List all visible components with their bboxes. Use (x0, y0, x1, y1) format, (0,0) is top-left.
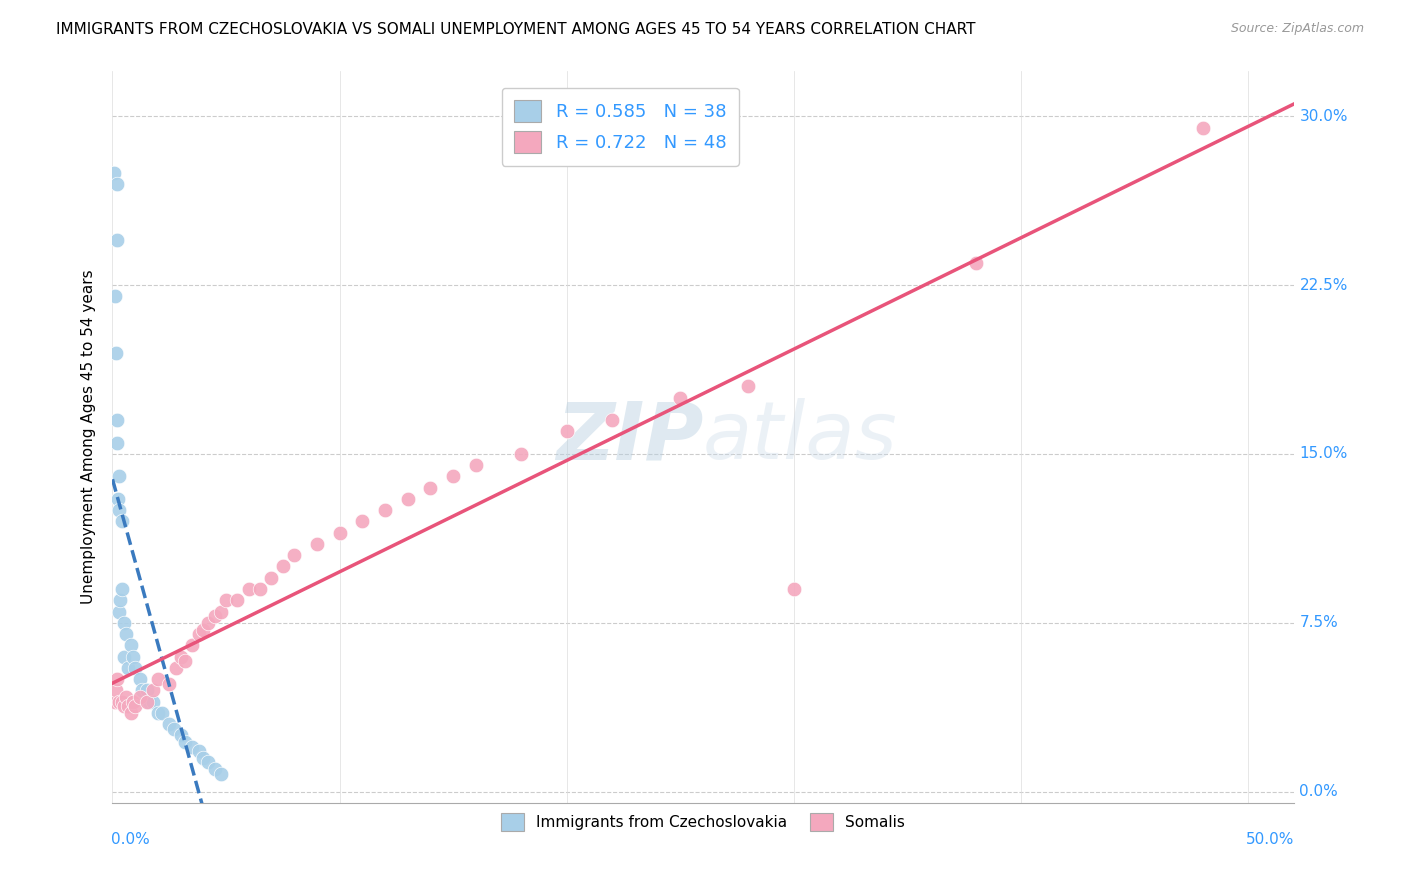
Text: 15.0%: 15.0% (1299, 447, 1348, 461)
Point (283, 548, 305, 562)
Point (441, 469, 464, 483)
Point (105, 672, 128, 686)
Point (197, 615, 219, 630)
Point (105, 233, 128, 247)
Point (174, 654, 197, 668)
Point (163, 722, 186, 736)
Text: 22.5%: 22.5% (1299, 277, 1348, 293)
Point (396, 491, 419, 506)
Point (117, 699, 139, 714)
Point (169, 649, 191, 664)
Point (181, 638, 204, 652)
Point (131, 683, 153, 698)
Point (419, 481, 441, 495)
Text: atlas: atlas (703, 398, 898, 476)
Point (112, 649, 135, 664)
Point (120, 706, 142, 720)
Point (193, 623, 215, 637)
Point (374, 503, 396, 517)
Point (193, 751, 215, 765)
Text: IMMIGRANTS FROM CZECHOSLOVAKIA VS SOMALI UNEMPLOYMENT AMONG AGES 45 TO 54 YEARS : IMMIGRANTS FROM CZECHOSLOVAKIA VS SOMALI… (56, 22, 976, 37)
Point (110, 694, 132, 708)
Point (157, 717, 180, 731)
Point (120, 638, 142, 652)
Point (215, 593, 238, 607)
Point (128, 672, 150, 686)
Y-axis label: Unemployment Among Ages 45 to 54 years: Unemployment Among Ages 45 to 54 years (80, 269, 96, 605)
Point (146, 706, 169, 720)
Point (107, 435, 129, 450)
Point (1191, 120, 1213, 135)
Point (105, 177, 128, 191)
Point (138, 694, 160, 708)
Point (108, 469, 131, 483)
Point (352, 515, 374, 529)
Point (104, 289, 127, 303)
Point (103, 166, 125, 180)
Point (965, 255, 987, 269)
Point (142, 683, 165, 698)
Point (737, 379, 759, 393)
Text: 0.0%: 0.0% (1299, 784, 1339, 799)
Point (305, 537, 328, 551)
Text: 50.0%: 50.0% (1246, 832, 1295, 847)
Point (104, 694, 127, 708)
Point (115, 627, 138, 641)
Text: 0.0%: 0.0% (111, 832, 150, 847)
Point (329, 525, 352, 540)
Point (260, 571, 283, 585)
Point (669, 391, 692, 405)
Point (124, 661, 146, 675)
Point (783, 582, 806, 596)
Point (174, 735, 197, 749)
Point (555, 425, 578, 439)
Point (157, 676, 180, 690)
Point (128, 690, 150, 704)
Point (181, 739, 204, 754)
Point (249, 582, 271, 596)
Point (107, 491, 129, 506)
Point (271, 559, 294, 574)
Point (110, 515, 132, 529)
Text: ZIP: ZIP (555, 398, 703, 476)
Point (122, 694, 145, 708)
Point (187, 627, 209, 641)
Legend: Immigrants from Czechoslovakia, Somalis: Immigrants from Czechoslovakia, Somalis (494, 805, 912, 839)
Point (122, 649, 145, 664)
Point (197, 756, 219, 770)
Point (226, 593, 249, 607)
Text: 7.5%: 7.5% (1299, 615, 1339, 631)
Text: 30.0%: 30.0% (1299, 109, 1348, 124)
Point (115, 690, 138, 704)
Point (204, 609, 226, 624)
Point (204, 762, 226, 776)
Point (165, 661, 187, 675)
Point (169, 728, 191, 742)
Point (142, 694, 165, 708)
Point (104, 345, 127, 359)
Point (124, 699, 146, 714)
Point (110, 593, 132, 607)
Point (211, 766, 233, 780)
Point (104, 683, 127, 698)
Point (108, 605, 131, 619)
Point (135, 694, 157, 708)
Point (105, 413, 128, 427)
Point (152, 706, 174, 720)
Point (211, 605, 233, 619)
Point (464, 458, 486, 473)
Point (510, 447, 533, 461)
Point (146, 672, 169, 686)
Point (600, 413, 623, 427)
Point (117, 661, 139, 675)
Point (112, 615, 135, 630)
Point (110, 582, 132, 596)
Point (187, 744, 209, 758)
Point (112, 699, 135, 714)
Point (135, 683, 157, 698)
Text: Source: ZipAtlas.com: Source: ZipAtlas.com (1230, 22, 1364, 36)
Point (238, 582, 260, 596)
Point (108, 694, 131, 708)
Point (108, 503, 131, 517)
